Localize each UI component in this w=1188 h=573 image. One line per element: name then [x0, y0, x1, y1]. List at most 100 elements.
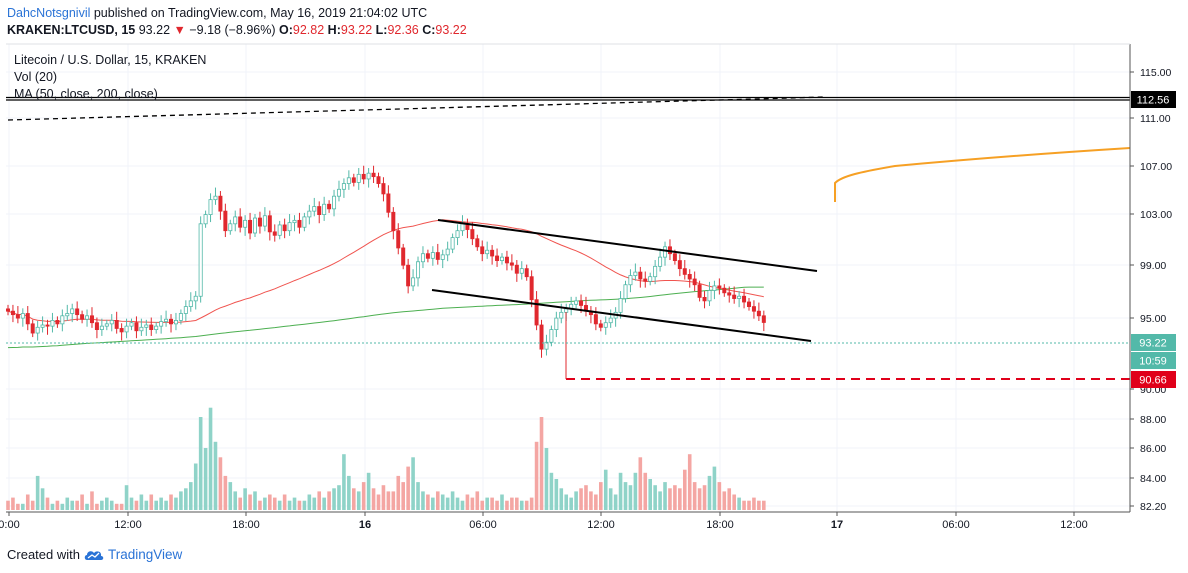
candle-body — [381, 183, 386, 195]
volume-bar — [623, 482, 628, 510]
volume-bar — [366, 472, 371, 510]
volume-bar — [376, 494, 381, 510]
candle-body — [707, 290, 712, 302]
volume-bar — [757, 500, 761, 510]
candle-body — [485, 249, 490, 255]
last-price-text: 93.22 — [138, 23, 171, 37]
volume-bar — [317, 491, 322, 510]
candle-body — [401, 247, 406, 266]
support-badge-text: 90.66 — [1139, 375, 1167, 387]
candle-body — [356, 173, 361, 183]
volume-bar — [470, 497, 475, 510]
volume-bars — [6, 407, 766, 510]
volume-bar — [337, 485, 341, 510]
volume-bar — [238, 497, 242, 510]
x-tick-label: 12:00 — [587, 519, 615, 531]
x-tick-label: 16 — [359, 519, 371, 531]
legend-ma: MA (50, close, 200, close) — [14, 87, 158, 101]
candle-body — [737, 295, 742, 299]
low-label: L: — [375, 23, 388, 37]
volume-bar — [75, 500, 79, 510]
candle-body — [193, 295, 198, 302]
y-tick-label: 115.00 — [1140, 67, 1171, 79]
candle-body — [262, 215, 267, 227]
volume-bar — [431, 497, 435, 510]
candle-body — [628, 275, 633, 286]
volume-bar — [322, 497, 326, 510]
candle-body — [243, 219, 248, 228]
candle-body — [134, 322, 139, 332]
tradingview-cloud-icon — [84, 550, 104, 560]
price-axis[interactable]: 115.00111.00107.00103.0099.0095.0090.008… — [1130, 67, 1172, 513]
volume-bar — [727, 488, 732, 510]
candle-body — [697, 284, 702, 298]
candle-body — [119, 328, 124, 333]
candle-body — [499, 256, 504, 261]
volume-bar — [327, 491, 331, 510]
volume-bar — [356, 491, 361, 510]
candle-body — [322, 203, 327, 216]
volume-bar — [490, 497, 494, 510]
candle-body — [267, 215, 272, 233]
candle-body — [287, 222, 292, 232]
candle-body — [213, 195, 218, 201]
volume-bar — [361, 482, 366, 510]
y-tick-label: 82.20 — [1140, 501, 1166, 513]
candle-body — [183, 306, 188, 314]
volume-bar — [40, 488, 45, 510]
drawing-tools[interactable] — [6, 96, 1131, 380]
legend-vol: Vol (20) — [14, 70, 57, 84]
high-label: H: — [327, 23, 341, 37]
volume-bar — [747, 500, 751, 510]
candle-body — [440, 254, 445, 260]
candle-body — [25, 313, 30, 325]
candle-body — [579, 300, 584, 306]
price-chart[interactable]: 115.00111.00107.00103.0099.0095.0090.008… — [0, 0, 1188, 545]
volume-bar — [154, 500, 158, 510]
last-price-badge-text: 93.22 — [1139, 338, 1167, 350]
volume-bar — [554, 479, 559, 510]
candle-body — [139, 326, 144, 332]
candle-body — [742, 295, 747, 303]
y-tick-label: 107.00 — [1140, 161, 1172, 173]
candle-body — [238, 216, 243, 228]
volume-bar — [272, 497, 277, 510]
candle-body — [292, 219, 297, 224]
time-axis[interactable]: 0:00 12:00 18:00 16 06:00 12:00 18:00 17 06:00 12… — [0, 512, 1088, 531]
volume-bar — [534, 441, 539, 510]
candle-body — [618, 298, 623, 313]
candle-body — [30, 323, 35, 334]
volume-bar — [302, 500, 307, 510]
candle-body — [336, 188, 341, 197]
volume-bar — [594, 494, 598, 510]
volume-bar — [149, 494, 154, 510]
candle-body — [480, 246, 485, 255]
volume-bar — [258, 500, 262, 510]
volume-bar — [628, 485, 633, 510]
volume-bar — [30, 500, 35, 510]
candle-body — [248, 219, 253, 234]
tradingview-brand-link[interactable]: TradingView — [107, 547, 183, 562]
volume-bar — [332, 488, 336, 510]
volume-bar — [682, 469, 687, 510]
low-value: 92.36 — [387, 23, 419, 37]
volume-bar — [139, 494, 144, 510]
volume-bar — [109, 500, 114, 510]
volume-bar — [702, 485, 707, 510]
candle-body — [20, 313, 25, 319]
candle-body — [218, 195, 223, 212]
close-label: C: — [422, 23, 436, 37]
candle-body — [65, 313, 70, 317]
volume-bar — [90, 491, 94, 510]
candle-body — [524, 268, 529, 278]
author-link[interactable]: DahcNotsgnivil — [7, 6, 91, 20]
volume-bar — [292, 497, 297, 510]
volume-bar — [248, 494, 252, 510]
candle-body — [564, 308, 569, 313]
candle-body — [85, 315, 90, 320]
volume-bar — [179, 491, 183, 510]
candle-body — [173, 319, 178, 325]
volume-bar — [218, 457, 223, 510]
candle-body — [549, 329, 554, 343]
candle-body — [149, 324, 154, 330]
